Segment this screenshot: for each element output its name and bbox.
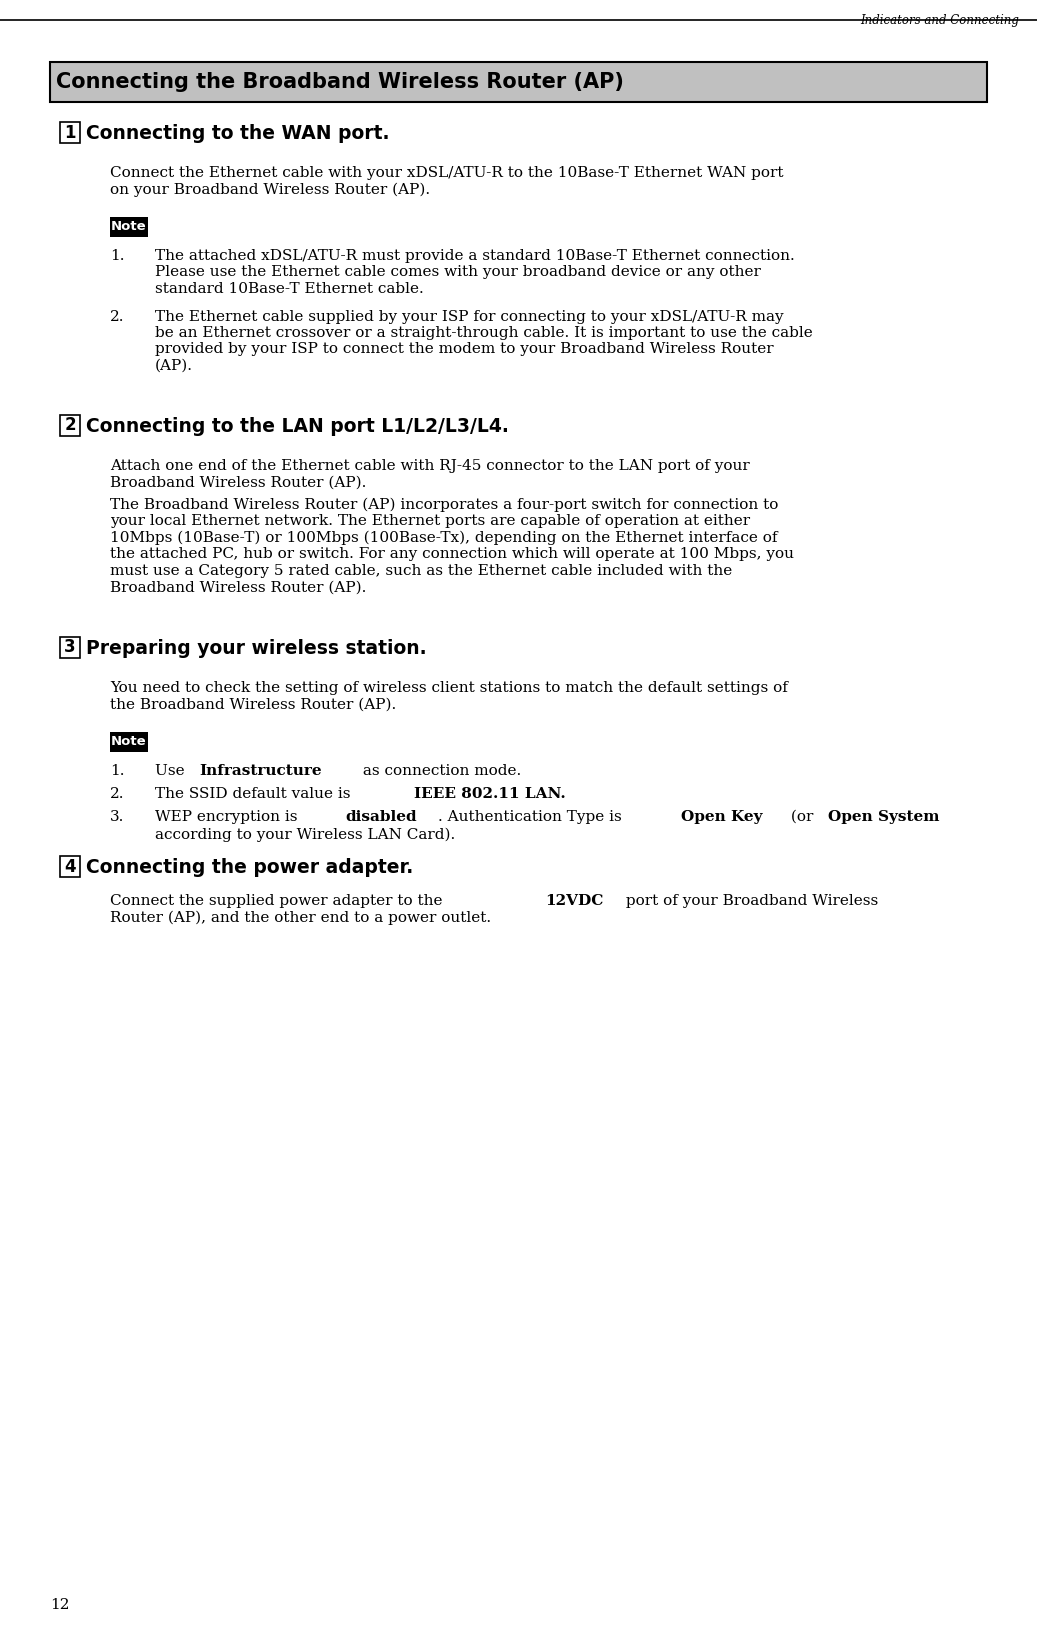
Text: Open Key: Open Key	[681, 810, 762, 825]
Text: 12: 12	[50, 1597, 69, 1612]
Text: 2: 2	[64, 416, 76, 435]
Text: according to your Wireless LAN Card).: according to your Wireless LAN Card).	[155, 826, 455, 841]
Text: on your Broadband Wireless Router (AP).: on your Broadband Wireless Router (AP).	[110, 183, 430, 197]
Text: your local Ethernet network. The Ethernet ports are capable of operation at eith: your local Ethernet network. The Etherne…	[110, 515, 750, 528]
Text: as connection mode.: as connection mode.	[358, 764, 521, 778]
Text: 3.: 3.	[110, 810, 124, 825]
Text: provided by your ISP to connect the modem to your Broadband Wireless Router: provided by your ISP to connect the mode…	[155, 342, 774, 357]
Text: (or: (or	[786, 810, 818, 825]
Text: the Broadband Wireless Router (AP).: the Broadband Wireless Router (AP).	[110, 698, 396, 711]
Text: Attach one end of the Ethernet cable with RJ-45 connector to the LAN port of you: Attach one end of the Ethernet cable wit…	[110, 460, 750, 473]
Text: 2.: 2.	[110, 310, 124, 324]
FancyBboxPatch shape	[110, 217, 148, 236]
Text: The attached xDSL/ATU-R must provide a standard 10Base-T Ethernet connection.: The attached xDSL/ATU-R must provide a s…	[155, 249, 794, 262]
Text: Note: Note	[111, 735, 147, 748]
Text: The SSID default value is: The SSID default value is	[155, 787, 356, 800]
Text: Broadband Wireless Router (AP).: Broadband Wireless Router (AP).	[110, 476, 366, 489]
Text: 2.: 2.	[110, 787, 124, 800]
Text: You need to check the setting of wireless client stations to match the default s: You need to check the setting of wireles…	[110, 681, 788, 694]
Text: 4: 4	[64, 857, 76, 875]
Text: . Authentication Type is: . Authentication Type is	[438, 810, 626, 825]
FancyBboxPatch shape	[60, 856, 80, 877]
Text: port of your Broadband Wireless: port of your Broadband Wireless	[621, 895, 878, 908]
Text: 3: 3	[64, 639, 76, 657]
Text: (AP).: (AP).	[155, 359, 193, 373]
Text: Connecting to the WAN port.: Connecting to the WAN port.	[86, 124, 390, 143]
Text: 1.: 1.	[110, 249, 124, 262]
Text: Connect the Ethernet cable with your xDSL/ATU-R to the 10Base-T Ethernet WAN por: Connect the Ethernet cable with your xDS…	[110, 166, 784, 179]
Text: 12VDC: 12VDC	[545, 895, 604, 908]
Text: must use a Category 5 rated cable, such as the Ethernet cable included with the: must use a Category 5 rated cable, such …	[110, 564, 732, 579]
Text: The Broadband Wireless Router (AP) incorporates a four-port switch for connectio: The Broadband Wireless Router (AP) incor…	[110, 497, 779, 512]
Text: be an Ethernet crossover or a straight-through cable. It is important to use the: be an Ethernet crossover or a straight-t…	[155, 326, 813, 341]
Text: Connect the supplied power adapter to the: Connect the supplied power adapter to th…	[110, 895, 447, 908]
Text: Please use the Ethernet cable comes with your broadband device or any other: Please use the Ethernet cable comes with…	[155, 266, 761, 279]
FancyBboxPatch shape	[60, 122, 80, 143]
Text: Connecting the Broadband Wireless Router (AP): Connecting the Broadband Wireless Router…	[56, 72, 624, 91]
Text: Open System: Open System	[828, 810, 940, 825]
Text: Connecting the power adapter.: Connecting the power adapter.	[86, 857, 414, 877]
Text: Infrastructure: Infrastructure	[199, 764, 323, 778]
Text: The Ethernet cable supplied by your ISP for connecting to your xDSL/ATU-R may: The Ethernet cable supplied by your ISP …	[155, 310, 784, 324]
Text: the attached PC, hub or switch. For any connection which will operate at 100 Mbp: the attached PC, hub or switch. For any …	[110, 548, 794, 561]
Text: 1.: 1.	[110, 764, 124, 778]
Text: 10Mbps (10Base-T) or 100Mbps (100Base-Tx), depending on the Ethernet interface o: 10Mbps (10Base-T) or 100Mbps (100Base-Tx…	[110, 531, 778, 546]
Text: WEP encryption is: WEP encryption is	[155, 810, 303, 825]
Text: Connecting to the LAN port L1/L2/L3/L4.: Connecting to the LAN port L1/L2/L3/L4.	[86, 417, 509, 435]
FancyBboxPatch shape	[60, 416, 80, 435]
Text: Use: Use	[155, 764, 190, 778]
Text: standard 10Base-T Ethernet cable.: standard 10Base-T Ethernet cable.	[155, 282, 424, 295]
FancyBboxPatch shape	[60, 637, 80, 659]
Text: Broadband Wireless Router (AP).: Broadband Wireless Router (AP).	[110, 580, 366, 595]
FancyBboxPatch shape	[50, 62, 987, 103]
Text: 1: 1	[64, 124, 76, 142]
Text: disabled: disabled	[345, 810, 417, 825]
Text: Router (AP), and the other end to a power outlet.: Router (AP), and the other end to a powe…	[110, 911, 492, 926]
Text: Note: Note	[111, 220, 147, 233]
Text: Indicators and Connecting: Indicators and Connecting	[860, 15, 1019, 28]
FancyBboxPatch shape	[110, 732, 148, 751]
Text: Preparing your wireless station.: Preparing your wireless station.	[86, 639, 426, 659]
Text: IEEE 802.11 LAN.: IEEE 802.11 LAN.	[414, 787, 565, 800]
